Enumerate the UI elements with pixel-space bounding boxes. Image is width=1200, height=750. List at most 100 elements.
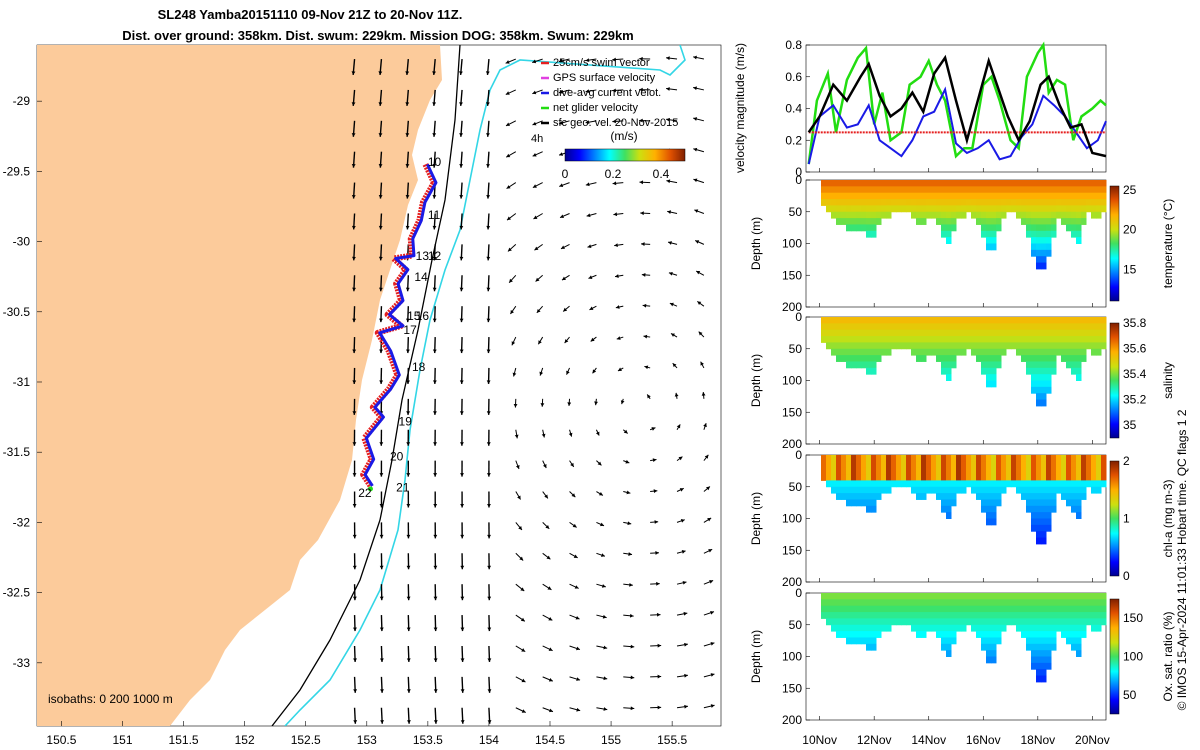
vector-arrow-head [353, 720, 358, 724]
heatmap-cell [821, 336, 827, 343]
vector-arrow-head [505, 91, 510, 95]
heatmap-cell [1076, 205, 1082, 213]
heatmap-cell [881, 186, 887, 194]
speed-colorbar-ticks: 0 0.2 0.4 [562, 167, 670, 181]
heatmap-cell [1081, 186, 1087, 194]
heatmap-cell [976, 455, 982, 462]
heatmap-cell [866, 480, 872, 488]
vector-arrow-head [571, 493, 576, 498]
velocity-panel: velocity magnitude (m/s) 00.20.40.60.8 [733, 38, 1107, 179]
heatmap-cell [916, 186, 922, 194]
heatmap-cell [961, 461, 967, 469]
heatmap-cell [826, 605, 832, 613]
heatmap-cell [1001, 192, 1007, 200]
heatmap-cell [936, 493, 942, 500]
heatmap-cell [1046, 342, 1052, 350]
heatmap-cell [1056, 593, 1062, 600]
heatmap-cell [1086, 618, 1092, 626]
heatmap-cell [886, 612, 892, 619]
heatmap-cell [901, 205, 907, 213]
heatmap-cell [1061, 618, 1067, 626]
vector-arrow-head [487, 503, 491, 508]
heatmap-cell [961, 593, 967, 600]
heatmap-cell [1081, 618, 1087, 626]
heatmap-cell [1066, 180, 1072, 187]
vector-arrow-head [628, 552, 633, 556]
heatmap-cell [1096, 211, 1102, 219]
vector-arrow-head [459, 349, 464, 354]
vector-arrow-head [521, 709, 526, 713]
heatmap-cell [941, 455, 947, 462]
heatmap-cell [921, 624, 927, 632]
heatmap-cell [1066, 218, 1072, 225]
heatmap-cell [1091, 180, 1097, 187]
heatmap-cell [861, 593, 867, 600]
vector-arrow-head [576, 707, 581, 712]
heatmap-cell [1086, 455, 1092, 462]
vector-arrow-head [460, 473, 464, 477]
heatmap-cell [881, 211, 887, 219]
heatmap-cell [871, 486, 877, 494]
heatmap-cell [866, 361, 872, 369]
heatmap-cell [846, 224, 852, 232]
depth-tick-label: 100 [782, 650, 802, 664]
heatmap-cell [1046, 336, 1052, 343]
heatmap-cell [1071, 211, 1077, 219]
heatmap-cell [986, 336, 992, 343]
heatmap-cell [901, 605, 907, 613]
heatmap-cell [991, 605, 997, 613]
heatmap-cell [891, 199, 897, 206]
vector-arrow-head [460, 627, 465, 632]
heatmap-cell [891, 205, 897, 213]
heatmap-cell [981, 361, 987, 369]
heatmap-cell [871, 230, 877, 238]
heatmap-cell [996, 631, 1002, 638]
heatmap-cell [951, 342, 957, 350]
heatmap-cell [871, 455, 877, 462]
heatmap-cell [1036, 249, 1042, 257]
heatmap-cell [1021, 480, 1027, 488]
heatmap-cell [1091, 467, 1097, 475]
heatmap-cell [1026, 336, 1032, 343]
heatmap-cell [891, 192, 897, 200]
heatmap-cell [1066, 211, 1072, 219]
heatmap-cell [941, 224, 947, 232]
heatmap-cell [851, 323, 857, 331]
heatmap-cell [1076, 512, 1082, 519]
heatmap-cell [951, 637, 957, 645]
heatmap-cell [896, 323, 902, 331]
heatmap-cell [1081, 317, 1087, 324]
colorbar-tick-label: 35.2 [1123, 393, 1147, 407]
heatmap-cell [856, 493, 862, 500]
heatmap-cell [1021, 329, 1027, 337]
heatmap-cell [821, 323, 827, 331]
vector-arrow-head [589, 306, 594, 310]
heatmap-cell [1091, 480, 1097, 488]
heatmap-cell [871, 599, 877, 607]
heatmap-cell [1046, 518, 1052, 526]
heatmap-cell [1051, 342, 1057, 350]
vector-arrow-head [406, 380, 410, 384]
vector-arrow-head [625, 459, 630, 464]
time-axis: 10Nov 12Nov 14Nov 16Nov 18Nov 20Nov [802, 168, 1110, 747]
heatmap-cell [891, 605, 897, 613]
map-y-tick-label: -30.5 [3, 305, 31, 319]
heatmap-cell [896, 474, 902, 481]
heatmap-cell [986, 329, 992, 337]
heatmap-cell [1031, 518, 1037, 526]
velocity-y-tick-label: 0.2 [785, 133, 802, 147]
heatmap-cell [1051, 474, 1057, 481]
heatmap-cell [846, 218, 852, 225]
heatmap-cell [1066, 461, 1072, 469]
vector-arrow-head [433, 442, 437, 446]
heatmap-cell [901, 199, 907, 206]
depth-tick-label: 200 [782, 437, 802, 451]
depth-tick-label: 200 [782, 300, 802, 314]
heatmap-cell [866, 348, 872, 356]
heatmap-cell [871, 323, 877, 331]
heatmap-cell [1051, 461, 1057, 469]
heatmap-cell [996, 205, 1002, 213]
heatmap-cell [1021, 605, 1027, 613]
heatmap-cell [876, 618, 882, 626]
heatmap-cell [946, 480, 952, 488]
